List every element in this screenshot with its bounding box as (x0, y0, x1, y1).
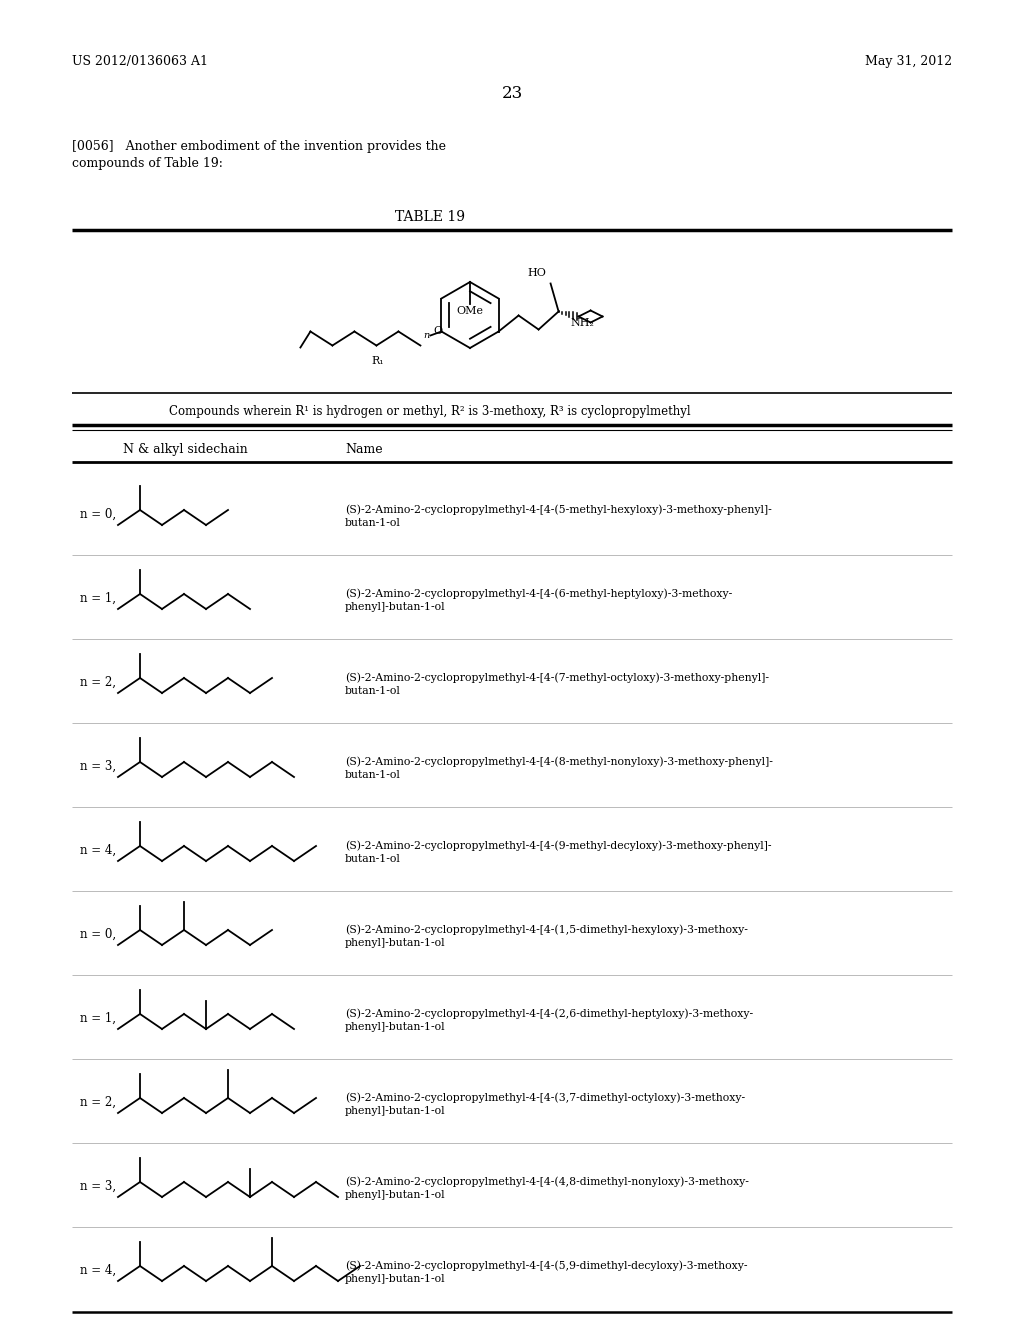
Text: US 2012/0136063 A1: US 2012/0136063 A1 (72, 55, 208, 69)
Text: compounds of Table 19:: compounds of Table 19: (72, 157, 223, 170)
Text: R₁: R₁ (372, 355, 384, 366)
Text: n = 1,: n = 1, (80, 591, 116, 605)
Text: butan-1-ol: butan-1-ol (345, 854, 400, 865)
Text: (S)-2-Amino-2-cyclopropylmethyl-4-[4-(4,8-dimethyl-nonyloxy)-3-methoxy-: (S)-2-Amino-2-cyclopropylmethyl-4-[4-(4,… (345, 1176, 749, 1187)
Text: O: O (433, 326, 442, 335)
Text: butan-1-ol: butan-1-ol (345, 686, 400, 696)
Text: (S)-2-Amino-2-cyclopropylmethyl-4-[4-(7-methyl-octyloxy)-3-methoxy-phenyl]-: (S)-2-Amino-2-cyclopropylmethyl-4-[4-(7-… (345, 672, 769, 682)
Text: n = 4,: n = 4, (80, 1263, 116, 1276)
Text: n = 0,: n = 0, (80, 928, 116, 940)
Text: TABLE 19: TABLE 19 (395, 210, 465, 224)
Text: n = 4,: n = 4, (80, 843, 116, 857)
Text: OMe: OMe (456, 306, 483, 315)
Text: (S)-2-Amino-2-cyclopropylmethyl-4-[4-(6-methyl-heptyloxy)-3-methoxy-: (S)-2-Amino-2-cyclopropylmethyl-4-[4-(6-… (345, 587, 732, 598)
Text: n: n (423, 330, 430, 339)
Text: May 31, 2012: May 31, 2012 (865, 55, 952, 69)
Text: n = 3,: n = 3, (80, 1180, 116, 1192)
Text: HO: HO (527, 268, 547, 279)
Text: NH₂: NH₂ (570, 318, 595, 327)
Text: phenyl]-butan-1-ol: phenyl]-butan-1-ol (345, 602, 445, 612)
Text: phenyl]-butan-1-ol: phenyl]-butan-1-ol (345, 939, 445, 948)
Text: phenyl]-butan-1-ol: phenyl]-butan-1-ol (345, 1191, 445, 1200)
Text: (S)-2-Amino-2-cyclopropylmethyl-4-[4-(2,6-dimethyl-heptyloxy)-3-methoxy-: (S)-2-Amino-2-cyclopropylmethyl-4-[4-(2,… (345, 1008, 753, 1019)
Text: (S)-2-Amino-2-cyclopropylmethyl-4-[4-(5-methyl-hexyloxy)-3-methoxy-phenyl]-: (S)-2-Amino-2-cyclopropylmethyl-4-[4-(5-… (345, 504, 772, 515)
Text: phenyl]-butan-1-ol: phenyl]-butan-1-ol (345, 1274, 445, 1284)
Text: Compounds wherein R¹ is hydrogen or methyl, R² is 3-methoxy, R³ is cyclopropylme: Compounds wherein R¹ is hydrogen or meth… (169, 405, 691, 418)
Text: (S)-2-Amino-2-cyclopropylmethyl-4-[4-(1,5-dimethyl-hexyloxy)-3-methoxy-: (S)-2-Amino-2-cyclopropylmethyl-4-[4-(1,… (345, 924, 748, 935)
Text: (S)-2-Amino-2-cyclopropylmethyl-4-[4-(5,9-dimethyl-decyloxy)-3-methoxy-: (S)-2-Amino-2-cyclopropylmethyl-4-[4-(5,… (345, 1261, 748, 1271)
Text: phenyl]-butan-1-ol: phenyl]-butan-1-ol (345, 1106, 445, 1115)
Text: n = 3,: n = 3, (80, 759, 116, 772)
Text: (S)-2-Amino-2-cyclopropylmethyl-4-[4-(9-methyl-decyloxy)-3-methoxy-phenyl]-: (S)-2-Amino-2-cyclopropylmethyl-4-[4-(9-… (345, 840, 771, 850)
Text: phenyl]-butan-1-ol: phenyl]-butan-1-ol (345, 1022, 445, 1032)
Text: butan-1-ol: butan-1-ol (345, 770, 400, 780)
Text: n = 2,: n = 2, (80, 1096, 116, 1109)
Text: N & alkyl sidechain: N & alkyl sidechain (123, 444, 248, 455)
Text: (S)-2-Amino-2-cyclopropylmethyl-4-[4-(8-methyl-nonyloxy)-3-methoxy-phenyl]-: (S)-2-Amino-2-cyclopropylmethyl-4-[4-(8-… (345, 756, 773, 767)
Text: n = 2,: n = 2, (80, 676, 116, 689)
Text: n = 0,: n = 0, (80, 507, 116, 520)
Text: n = 1,: n = 1, (80, 1011, 116, 1024)
Text: Name: Name (345, 444, 383, 455)
Text: butan-1-ol: butan-1-ol (345, 517, 400, 528)
Text: 23: 23 (502, 84, 522, 102)
Text: (S)-2-Amino-2-cyclopropylmethyl-4-[4-(3,7-dimethyl-octyloxy)-3-methoxy-: (S)-2-Amino-2-cyclopropylmethyl-4-[4-(3,… (345, 1092, 745, 1102)
Text: [0056]   Another embodiment of the invention provides the: [0056] Another embodiment of the inventi… (72, 140, 446, 153)
